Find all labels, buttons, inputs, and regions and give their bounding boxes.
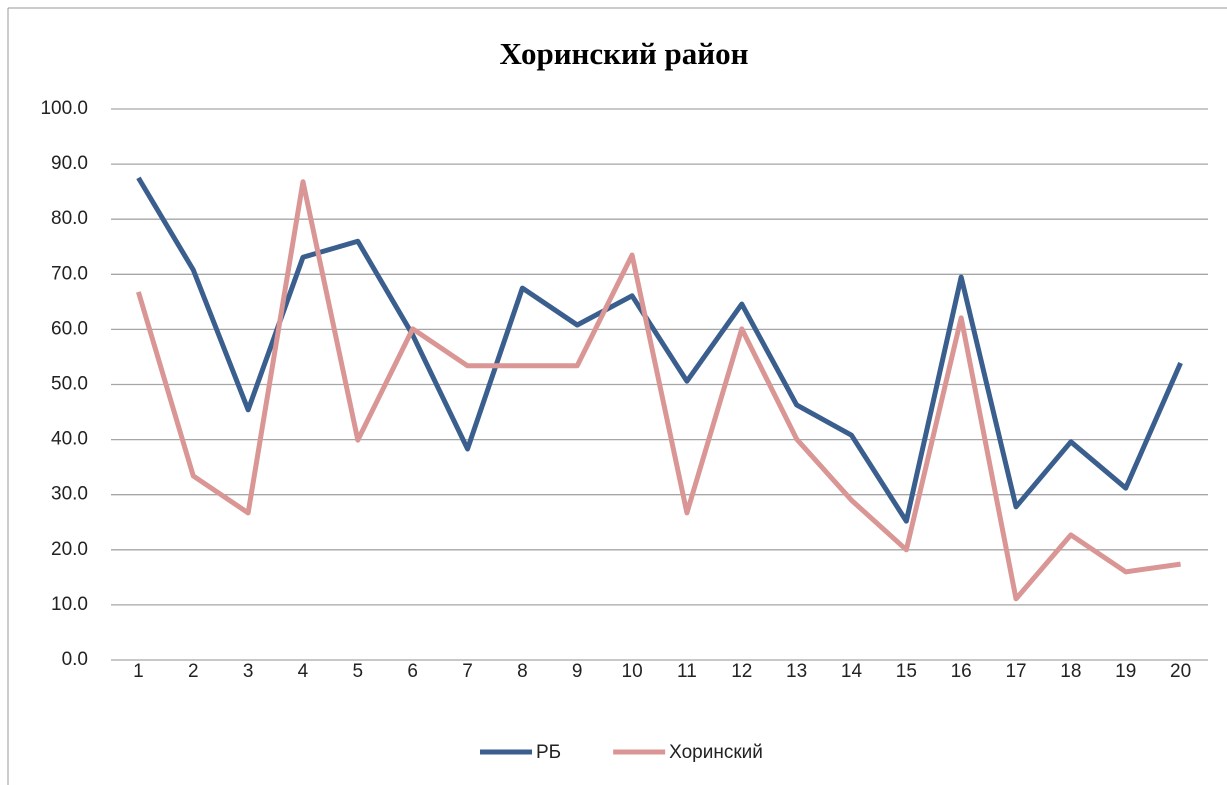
x-tick-label: 19 — [1115, 661, 1136, 682]
x-tick-label: 7 — [462, 661, 473, 682]
x-tick-label: 11 — [677, 661, 697, 682]
x-tick-label: 1 — [133, 661, 144, 682]
line — [136, 176, 1183, 524]
y-tick-label: 100.0 — [40, 98, 88, 119]
x-tick-label: 3 — [243, 661, 254, 682]
y-tick-label: 0.0 — [62, 649, 88, 670]
x-tick-label: 20 — [1170, 661, 1191, 682]
y-tick-label: 10.0 — [51, 594, 88, 615]
y-tick-label: 80.0 — [51, 208, 88, 229]
x-tick-label: 9 — [572, 661, 583, 682]
x-tick-label: 15 — [896, 661, 917, 682]
legend-label: Хоринский — [669, 742, 763, 763]
x-tick-label: 16 — [951, 661, 972, 682]
x-tick-label: 8 — [517, 661, 528, 682]
y-tick-label: 70.0 — [51, 263, 88, 284]
line — [136, 179, 1181, 602]
y-tick-label: 40.0 — [51, 429, 88, 450]
x-tick-label: 10 — [622, 661, 643, 682]
chart-title: Хоринский район — [500, 36, 749, 71]
y-tick-label: 60.0 — [51, 318, 88, 339]
y-tick-label: 90.0 — [51, 153, 88, 174]
y-tick-label: 20.0 — [51, 539, 88, 560]
x-tick-label: 5 — [353, 661, 364, 682]
x-tick-label: 17 — [1005, 661, 1026, 682]
y-tick-label: 30.0 — [51, 484, 88, 505]
x-tick-label: 2 — [188, 661, 199, 682]
x-tick-label: 14 — [841, 661, 863, 682]
x-tick-label: 4 — [298, 661, 309, 682]
legend-label: РБ — [536, 742, 561, 763]
y-tick-label: 50.0 — [51, 374, 88, 395]
x-tick-label: 6 — [407, 661, 418, 682]
x-tick-label: 18 — [1060, 661, 1081, 682]
x-tick-label: 13 — [786, 661, 807, 682]
x-tick-label: 12 — [731, 661, 752, 682]
